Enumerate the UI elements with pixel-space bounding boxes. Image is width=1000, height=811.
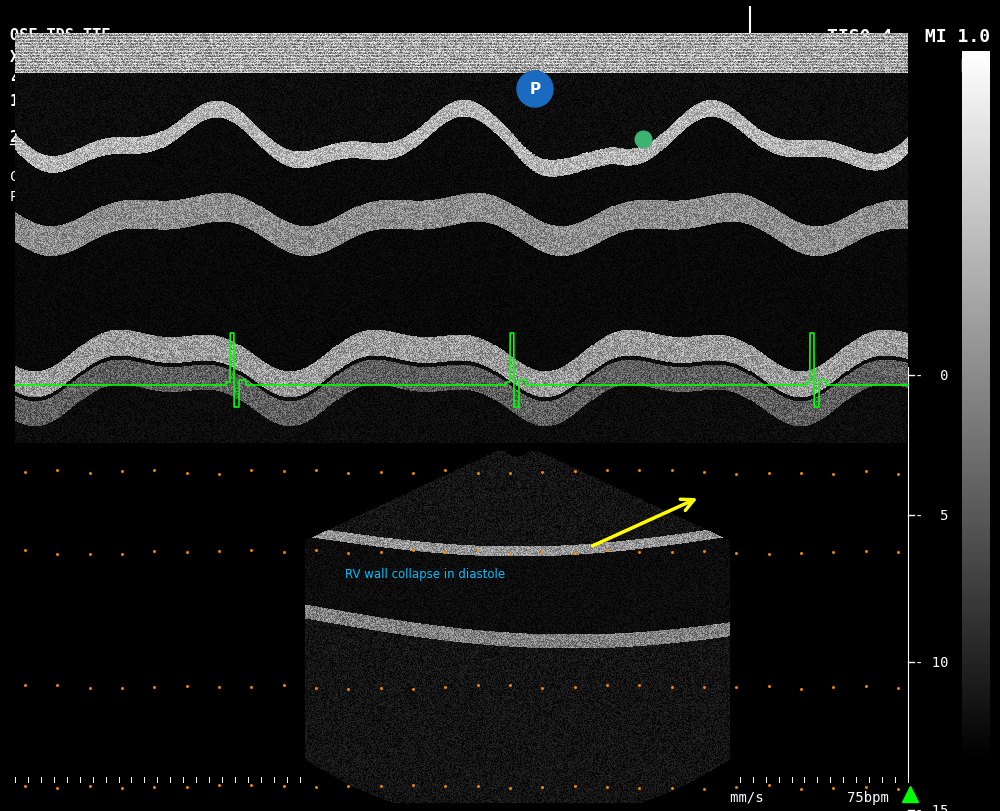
Text: C 55: C 55: [10, 169, 44, 184]
Text: - 10: - 10: [915, 655, 948, 669]
Text: 17cm: 17cm: [10, 94, 46, 109]
Text: RV wall collapse in diastole: RV wall collapse in diastole: [345, 568, 505, 581]
Text: 100mm/s: 100mm/s: [706, 790, 764, 804]
Text: - 15: - 15: [915, 803, 948, 811]
Text: 2D / MM: 2D / MM: [10, 130, 74, 145]
Text: TIS0.4   MI 1.0: TIS0.4 MI 1.0: [827, 28, 990, 46]
Text: X3: X3: [638, 95, 654, 108]
Text: P Med: P Med: [10, 190, 52, 204]
Text: X5-1: X5-1: [10, 50, 46, 65]
Text: 73%   67%: 73% 67%: [10, 150, 102, 164]
Text: OSF TDS TTE: OSF TDS TTE: [10, 28, 110, 43]
Circle shape: [517, 72, 553, 108]
Text: 45Hz: 45Hz: [10, 72, 46, 87]
Text: M1: M1: [960, 58, 980, 76]
Text: 75bpm: 75bpm: [847, 790, 889, 804]
Text: -  0: - 0: [915, 368, 948, 383]
Text: 0: 0: [117, 111, 126, 125]
Text: P: P: [529, 83, 541, 97]
Text: -  5: - 5: [915, 508, 948, 522]
Text: HPen: HPen: [10, 210, 52, 224]
